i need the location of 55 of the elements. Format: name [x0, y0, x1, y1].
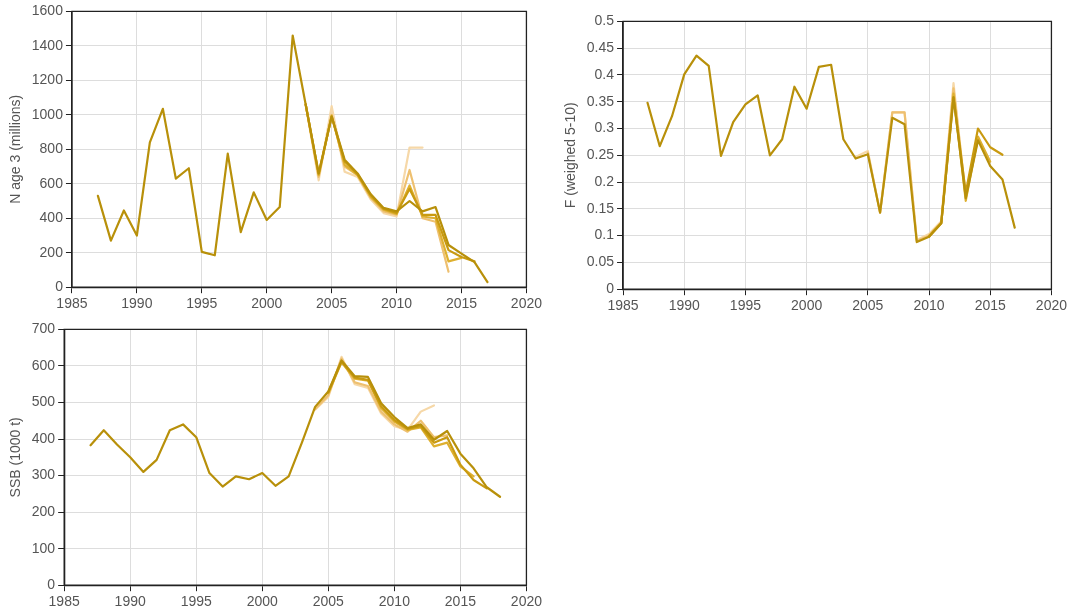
y-tick-label: 600	[39, 174, 64, 191]
y-tick-label: 0.2	[594, 172, 615, 189]
x-tick-label: 1995	[729, 297, 762, 314]
x-tick-label: 1995	[186, 295, 218, 312]
y-tick-label: 1200	[31, 71, 64, 88]
y-tick-label: 200	[39, 243, 64, 260]
x-tick-label: 1985	[56, 295, 88, 312]
x-tick-label: 2005	[316, 295, 348, 312]
y-tick-label: 0.4	[594, 65, 615, 82]
y-tick-label: 400	[31, 429, 56, 446]
x-tick-label: 1990	[114, 593, 146, 610]
y-tick-label: 0.1	[594, 226, 615, 243]
y-tick-label: 500	[31, 393, 56, 410]
y-axis-title: F (weighed 5-10)	[562, 102, 579, 209]
x-tick-label: 2010	[913, 297, 945, 314]
y-tick-label: 600	[31, 356, 56, 373]
x-tick-label: 2015	[444, 593, 477, 610]
y-tick-label: 0	[606, 280, 615, 297]
y-tick-label: 0.5	[594, 12, 615, 29]
x-tick-label: 2000	[791, 297, 823, 314]
y-tick-label: 0.3	[594, 119, 615, 136]
x-tick-label: 2005	[852, 297, 884, 314]
x-tick-label: 1985	[48, 593, 80, 610]
x-tick-label: 1995	[180, 593, 213, 610]
x-tick-label: 2020	[1035, 297, 1068, 314]
x-tick-label: 2015	[445, 295, 478, 312]
x-tick-label: 2005	[312, 593, 345, 610]
y-tick-label: 0.35	[586, 92, 615, 109]
y-tick-label: 1000	[31, 105, 64, 122]
y-tick-label: 0.05	[586, 253, 615, 270]
x-tick-label: 2020	[510, 295, 543, 312]
x-tick-label: 2010	[378, 593, 411, 610]
y-tick-label: 0	[55, 278, 64, 295]
x-tick-label: 1985	[607, 297, 639, 314]
y-tick-label: 200	[31, 502, 56, 519]
x-tick-label: 2000	[251, 295, 283, 312]
y-tick-label: 0	[47, 576, 56, 593]
y-tick-label: 700	[31, 320, 56, 337]
y-tick-label: 300	[31, 466, 56, 483]
y-axis-title: N age 3 (millions)	[7, 94, 24, 204]
x-tick-label: 1990	[121, 295, 153, 312]
y-axis-title: SSB (1000 t)	[7, 417, 24, 498]
y-tick-label: 1600	[31, 2, 64, 19]
x-tick-label: 2015	[974, 297, 1007, 314]
x-tick-label: 2010	[381, 295, 413, 312]
y-tick-label: 0.25	[586, 146, 615, 163]
y-tick-label: 800	[39, 140, 64, 157]
y-tick-label: 0.45	[586, 39, 615, 56]
x-tick-label: 2000	[246, 593, 279, 610]
x-tick-label: 1990	[668, 297, 701, 314]
x-tick-label: 2020	[510, 593, 543, 610]
y-tick-label: 400	[39, 209, 64, 226]
y-tick-label: 1400	[31, 36, 64, 53]
y-tick-label: 0.15	[586, 199, 615, 216]
y-tick-label: 100	[31, 539, 56, 556]
